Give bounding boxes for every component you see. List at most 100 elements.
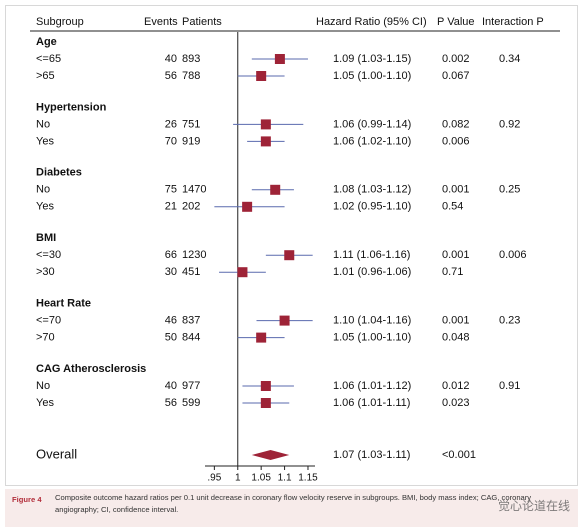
hr-label: 1.01 (0.96-1.06) xyxy=(333,266,411,278)
hr-label: 1.07 (1.03-1.11) xyxy=(333,449,410,461)
x-tick-label: 1.05 xyxy=(251,473,271,484)
patients: 837 xyxy=(182,315,200,327)
events: 50 xyxy=(165,332,177,344)
patients: 751 xyxy=(182,118,200,130)
p-value: 0.023 xyxy=(442,397,470,409)
column-header: Events xyxy=(144,16,178,28)
row-label: >65 xyxy=(36,70,55,82)
caption-wrap: Composite outcome hazard ratios per 0.1 … xyxy=(55,493,532,514)
patients: 599 xyxy=(182,397,200,409)
overall-label: Overall xyxy=(36,446,77,461)
hr-marker xyxy=(260,119,271,130)
p-value: 0.001 xyxy=(442,315,470,327)
hr-marker xyxy=(256,332,267,343)
hr-label: 1.09 (1.03-1.15) xyxy=(333,53,411,65)
events: 66 xyxy=(165,249,177,261)
events: 30 xyxy=(165,266,177,278)
row-label: <=65 xyxy=(36,53,61,65)
patients: 1470 xyxy=(182,184,206,196)
row-label: >30 xyxy=(36,266,55,278)
interaction-p: 0.25 xyxy=(499,184,520,196)
row-label: <=30 xyxy=(36,249,61,261)
patients: 844 xyxy=(182,332,200,344)
row-label: No xyxy=(36,380,50,392)
hr-label: 1.06 (1.01-1.12) xyxy=(333,380,411,392)
events: 26 xyxy=(165,118,177,130)
hr-marker xyxy=(242,201,253,212)
column-header: Patients xyxy=(182,16,222,28)
p-value: 0.001 xyxy=(442,249,470,261)
hr-marker xyxy=(284,250,295,261)
patients: 202 xyxy=(182,201,200,213)
caption-label: Figure 4 xyxy=(12,495,42,504)
p-value: 0.067 xyxy=(442,70,470,82)
interaction-p: 0.23 xyxy=(499,315,520,327)
hr-marker xyxy=(260,381,271,391)
group-label: Diabetes xyxy=(36,167,82,179)
row-label: Yes xyxy=(36,135,54,147)
hr-marker xyxy=(237,267,248,278)
panel xyxy=(5,5,578,486)
row-label: No xyxy=(36,118,50,130)
interaction-p: 0.92 xyxy=(499,118,520,130)
events: 56 xyxy=(165,70,177,82)
patients: 893 xyxy=(182,53,200,65)
events: 46 xyxy=(165,315,177,327)
interaction-p: 0.34 xyxy=(499,53,520,65)
events: 40 xyxy=(165,380,177,392)
x-tick-label: 1.15 xyxy=(298,473,318,484)
row-label: Yes xyxy=(36,397,54,409)
row-label: <=70 xyxy=(36,315,61,327)
interaction-p: 0.91 xyxy=(499,380,520,392)
p-value: 0.002 xyxy=(442,53,470,65)
x-tick-label: 1.1 xyxy=(278,473,292,484)
p-value: 0.006 xyxy=(442,135,470,147)
p-value: 0.048 xyxy=(442,332,470,344)
column-header: Subgroup xyxy=(36,16,84,28)
p-value: 0.54 xyxy=(442,201,463,213)
caption-box xyxy=(5,489,578,527)
events: 70 xyxy=(165,135,177,147)
row-label: >70 xyxy=(36,332,55,344)
hr-marker xyxy=(279,315,290,326)
hr-label: 1.05 (1.00-1.10) xyxy=(333,332,411,344)
p-value: 0.001 xyxy=(442,184,470,196)
hr-marker xyxy=(260,136,271,147)
events: 56 xyxy=(165,397,177,409)
hr-marker xyxy=(270,184,281,195)
hr-marker xyxy=(260,398,271,408)
p-value: 0.012 xyxy=(442,380,470,392)
row-label: No xyxy=(36,184,50,196)
patients: 451 xyxy=(182,266,200,278)
events: 75 xyxy=(165,184,177,196)
hr-label: 1.06 (1.02-1.10) xyxy=(333,135,411,147)
column-header: P Value xyxy=(437,16,475,28)
events: 21 xyxy=(165,201,177,213)
patients: 1230 xyxy=(182,249,206,261)
group-label: Age xyxy=(36,36,57,48)
hr-label: 1.06 (1.01-1.11) xyxy=(333,397,410,409)
p-value: 0.71 xyxy=(442,266,463,278)
group-label: CAG Atherosclerosis xyxy=(36,363,146,375)
group-label: Heart Rate xyxy=(36,298,91,310)
interaction-p: 0.006 xyxy=(499,249,527,261)
hr-label: 1.08 (1.03-1.12) xyxy=(333,184,411,196)
group-label: Hypertension xyxy=(36,101,107,113)
hr-marker xyxy=(256,71,267,81)
x-tick-label: 1 xyxy=(235,473,241,484)
overall-diamond xyxy=(251,450,290,460)
hr-label: 1.10 (1.04-1.16) xyxy=(333,315,411,327)
column-header: Hazard Ratio (95% CI) xyxy=(316,16,427,28)
column-header: Interaction P xyxy=(482,16,544,28)
hr-label: 1.06 (0.99-1.14) xyxy=(333,118,411,130)
watermark: 觉心论道在线 xyxy=(498,499,570,513)
p-value: <0.001 xyxy=(442,449,476,461)
patients: 919 xyxy=(182,135,200,147)
x-tick-label: .95 xyxy=(207,473,221,484)
caption: Composite outcome hazard ratios per 0.1 … xyxy=(55,493,532,514)
patients: 788 xyxy=(182,70,200,82)
row-label: Yes xyxy=(36,201,54,213)
hr-label: 1.02 (0.95-1.10) xyxy=(333,201,411,213)
